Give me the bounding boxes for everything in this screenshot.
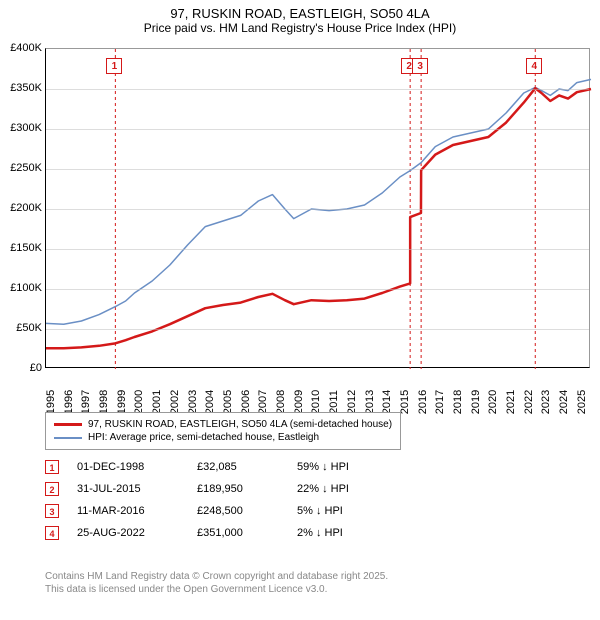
x-tick-label: 1996 <box>63 390 75 414</box>
sale-price: £248,500 <box>197 505 297 517</box>
legend-label: 97, RUSKIN ROAD, EASTLEIGH, SO50 4LA (se… <box>88 419 392 430</box>
chart-container: 97, RUSKIN ROAD, EASTLEIGH, SO50 4LA Pri… <box>0 0 600 620</box>
x-tick-label: 2010 <box>310 390 322 414</box>
x-tick-label: 2000 <box>133 390 145 414</box>
y-tick-label: £200K <box>0 202 42 214</box>
x-tick-label: 2005 <box>222 390 234 414</box>
sale-row-marker: 3 <box>45 504 59 518</box>
sale-diff: 59% ↓ HPI <box>297 461 349 473</box>
x-tick-label: 2013 <box>364 390 376 414</box>
x-tick-label: 2021 <box>505 390 517 414</box>
title-subtitle: Price paid vs. HM Land Registry's House … <box>0 21 600 35</box>
x-tick-label: 1997 <box>80 390 92 414</box>
sale-price: £32,085 <box>197 461 297 473</box>
legend-item: HPI: Average price, semi-detached house,… <box>54 431 392 444</box>
x-tick-label: 2007 <box>257 390 269 414</box>
legend-swatch <box>54 423 82 426</box>
sale-row: 1 01-DEC-1998£32,08559% ↓ HPI <box>45 456 349 478</box>
sale-date: 11-MAR-2016 <box>77 505 197 517</box>
x-tick-label: 1998 <box>98 390 110 414</box>
sale-marker-1: 1 <box>106 58 122 74</box>
x-tick-label: 2015 <box>399 390 411 414</box>
sale-date: 31-JUL-2015 <box>77 483 197 495</box>
sale-marker-4: 4 <box>526 58 542 74</box>
sale-date: 01-DEC-1998 <box>77 461 197 473</box>
x-tick-label: 2012 <box>346 390 358 414</box>
x-tick-label: 2019 <box>470 390 482 414</box>
x-tick-label: 2024 <box>558 390 570 414</box>
x-tick-label: 2001 <box>151 390 163 414</box>
y-tick-label: £50K <box>0 322 42 334</box>
x-axis-labels: 1995199619971998199920002001200220032004… <box>45 370 590 410</box>
legend: 97, RUSKIN ROAD, EASTLEIGH, SO50 4LA (se… <box>45 412 401 450</box>
legend-swatch <box>54 437 82 439</box>
x-tick-label: 2018 <box>452 390 464 414</box>
footer-attribution: Contains HM Land Registry data © Crown c… <box>45 570 388 596</box>
y-tick-label: £0 <box>0 362 42 374</box>
chart-title: 97, RUSKIN ROAD, EASTLEIGH, SO50 4LA Pri… <box>0 0 600 37</box>
legend-item: 97, RUSKIN ROAD, EASTLEIGH, SO50 4LA (se… <box>54 418 392 431</box>
x-tick-label: 2020 <box>487 390 499 414</box>
sale-row-marker: 2 <box>45 482 59 496</box>
x-tick-label: 2003 <box>187 390 199 414</box>
legend-label: HPI: Average price, semi-detached house,… <box>88 432 319 443</box>
x-tick-label: 2008 <box>275 390 287 414</box>
sales-table: 1 01-DEC-1998£32,08559% ↓ HPI 2 31-JUL-2015… <box>45 456 349 544</box>
sale-row-marker: 4 <box>45 526 59 540</box>
chart-svg <box>46 49 589 367</box>
y-tick-label: £400K <box>0 42 42 54</box>
x-tick-label: 1999 <box>116 390 128 414</box>
sale-diff: 2% ↓ HPI <box>297 527 343 539</box>
title-address: 97, RUSKIN ROAD, EASTLEIGH, SO50 4LA <box>0 6 600 21</box>
x-tick-label: 2009 <box>293 390 305 414</box>
sale-price: £351,000 <box>197 527 297 539</box>
x-tick-label: 2016 <box>417 390 429 414</box>
x-tick-label: 2014 <box>381 390 393 414</box>
footer-line2: This data is licensed under the Open Gov… <box>45 583 388 596</box>
footer-line1: Contains HM Land Registry data © Crown c… <box>45 570 388 583</box>
sale-row-marker: 1 <box>45 460 59 474</box>
y-tick-label: £300K <box>0 122 42 134</box>
sale-diff: 5% ↓ HPI <box>297 505 343 517</box>
sale-marker-3: 3 <box>412 58 428 74</box>
x-tick-label: 2002 <box>169 390 181 414</box>
sale-row: 2 31-JUL-2015£189,95022% ↓ HPI <box>45 478 349 500</box>
y-tick-label: £150K <box>0 242 42 254</box>
y-tick-label: £350K <box>0 82 42 94</box>
x-tick-label: 2006 <box>240 390 252 414</box>
y-tick-label: £250K <box>0 162 42 174</box>
x-tick-label: 2023 <box>540 390 552 414</box>
sale-date: 25-AUG-2022 <box>77 527 197 539</box>
x-tick-label: 2022 <box>523 390 535 414</box>
y-tick-label: £100K <box>0 282 42 294</box>
sale-price: £189,950 <box>197 483 297 495</box>
x-tick-label: 2011 <box>328 390 340 414</box>
x-tick-label: 2004 <box>204 390 216 414</box>
plot-area <box>45 48 590 368</box>
sale-row: 4 25-AUG-2022£351,0002% ↓ HPI <box>45 522 349 544</box>
x-tick-label: 2025 <box>576 390 588 414</box>
sale-row: 3 11-MAR-2016£248,5005% ↓ HPI <box>45 500 349 522</box>
x-tick-label: 2017 <box>434 390 446 414</box>
x-tick-label: 1995 <box>45 390 57 414</box>
sale-diff: 22% ↓ HPI <box>297 483 349 495</box>
